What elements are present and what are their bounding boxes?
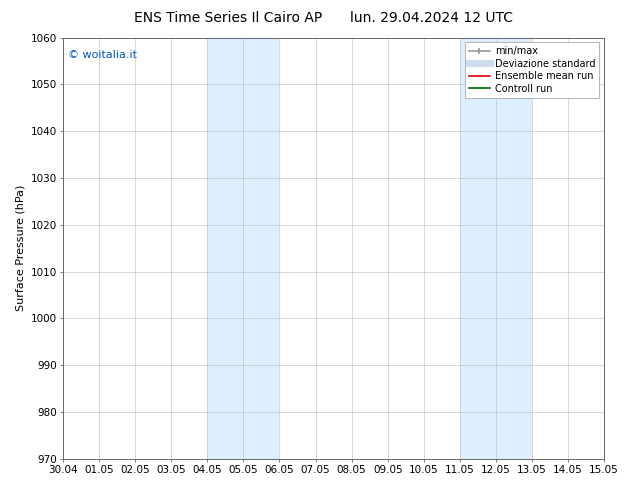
Legend: min/max, Deviazione standard, Ensemble mean run, Controll run: min/max, Deviazione standard, Ensemble m… [465,43,599,98]
Bar [460,38,532,459]
Bar [207,38,280,459]
Text: lun. 29.04.2024 12 UTC: lun. 29.04.2024 12 UTC [349,11,513,25]
Text: ENS Time Series Il Cairo AP: ENS Time Series Il Cairo AP [134,11,322,25]
Y-axis label: Surface Pressure (hPa): Surface Pressure (hPa) [15,185,25,311]
Text: © woitalia.it: © woitalia.it [68,50,138,60]
